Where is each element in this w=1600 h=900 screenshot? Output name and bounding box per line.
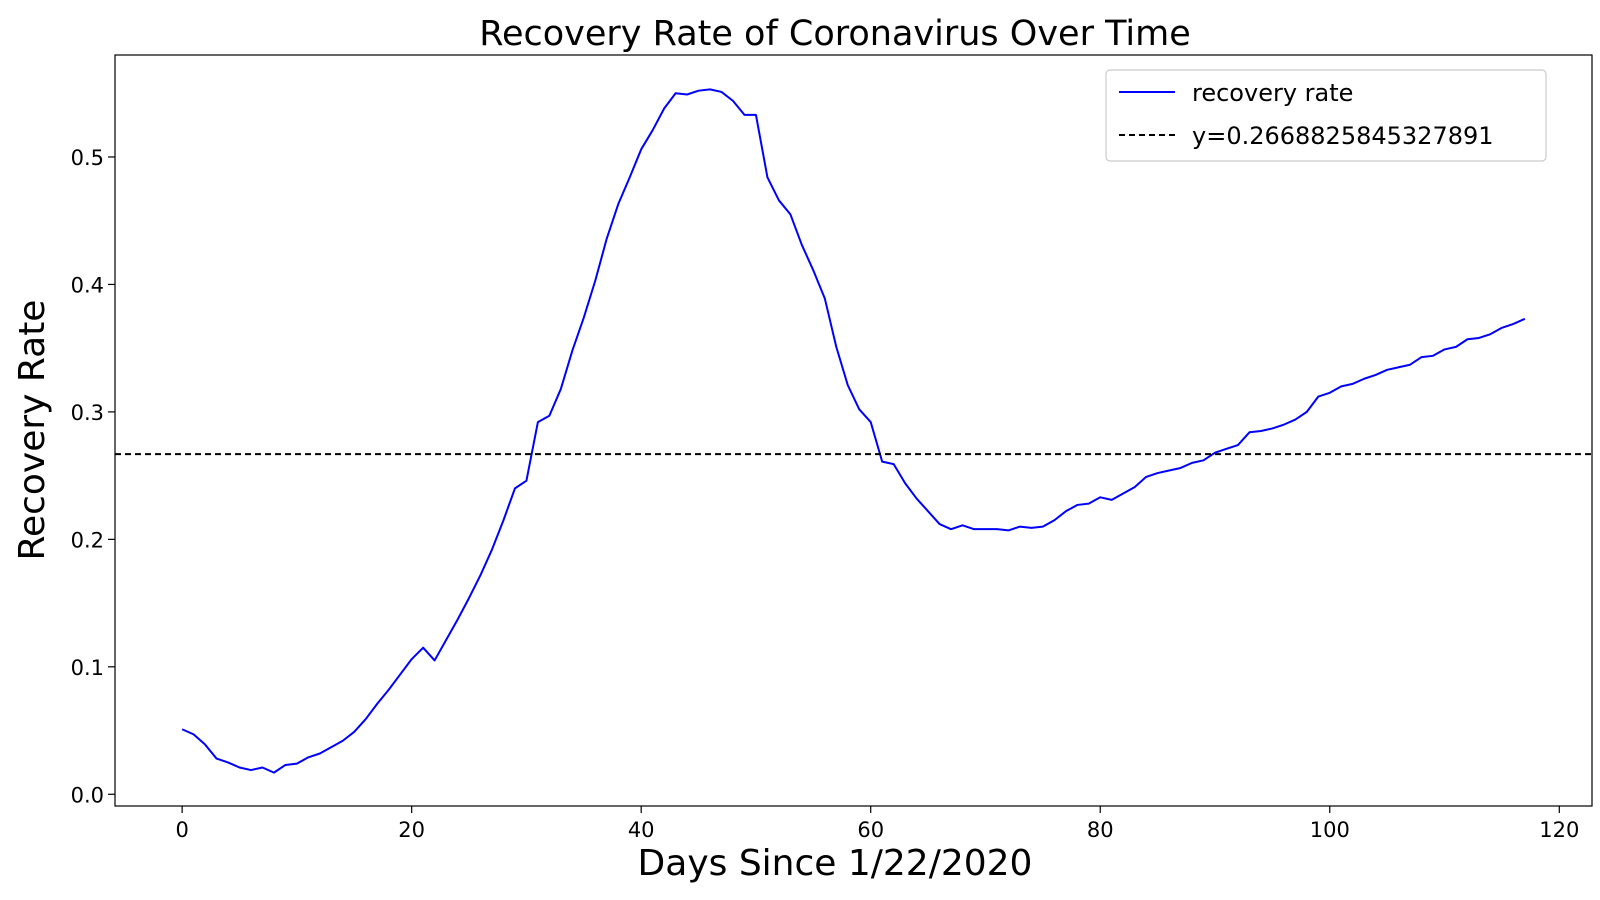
y-tick-label: 0.3	[71, 401, 104, 425]
y-tick-label: 0.4	[71, 273, 104, 297]
x-tick-label: 0	[175, 818, 188, 842]
y-axis-label: Recovery Rate	[12, 300, 53, 561]
recovery-rate-series-line	[181, 88, 1526, 774]
x-tick-label: 100	[1310, 818, 1350, 842]
x-axis-ticks: 0 20 40 60 80 100 120	[175, 806, 1579, 842]
y-tick-label: 0.1	[71, 656, 104, 680]
y-tick-label: 0.5	[71, 146, 104, 170]
x-axis-label: Days Since 1/22/2020	[638, 843, 1033, 884]
y-tick-label: 0.2	[71, 528, 104, 552]
legend-label-mean-line: y=0.2668825845327891	[1192, 122, 1494, 150]
plot-lines	[115, 88, 1592, 774]
y-axis-ticks: 0.0 0.1 0.2 0.3 0.4 0.5	[71, 146, 115, 807]
x-tick-label: 80	[1087, 818, 1114, 842]
legend: recovery rate y=0.2668825845327891	[1105, 69, 1547, 162]
x-tick-label: 60	[857, 818, 884, 842]
chart-title: Recovery Rate of Coronavirus Over Time	[479, 14, 1191, 54]
legend-box	[1105, 69, 1547, 162]
legend-label-recovery-rate: recovery rate	[1192, 79, 1353, 107]
x-tick-label: 40	[628, 818, 655, 842]
plot-frame	[114, 54, 1593, 807]
x-tick-label: 20	[398, 818, 425, 842]
x-tick-label: 120	[1539, 818, 1579, 842]
y-tick-label: 0.0	[71, 783, 104, 807]
